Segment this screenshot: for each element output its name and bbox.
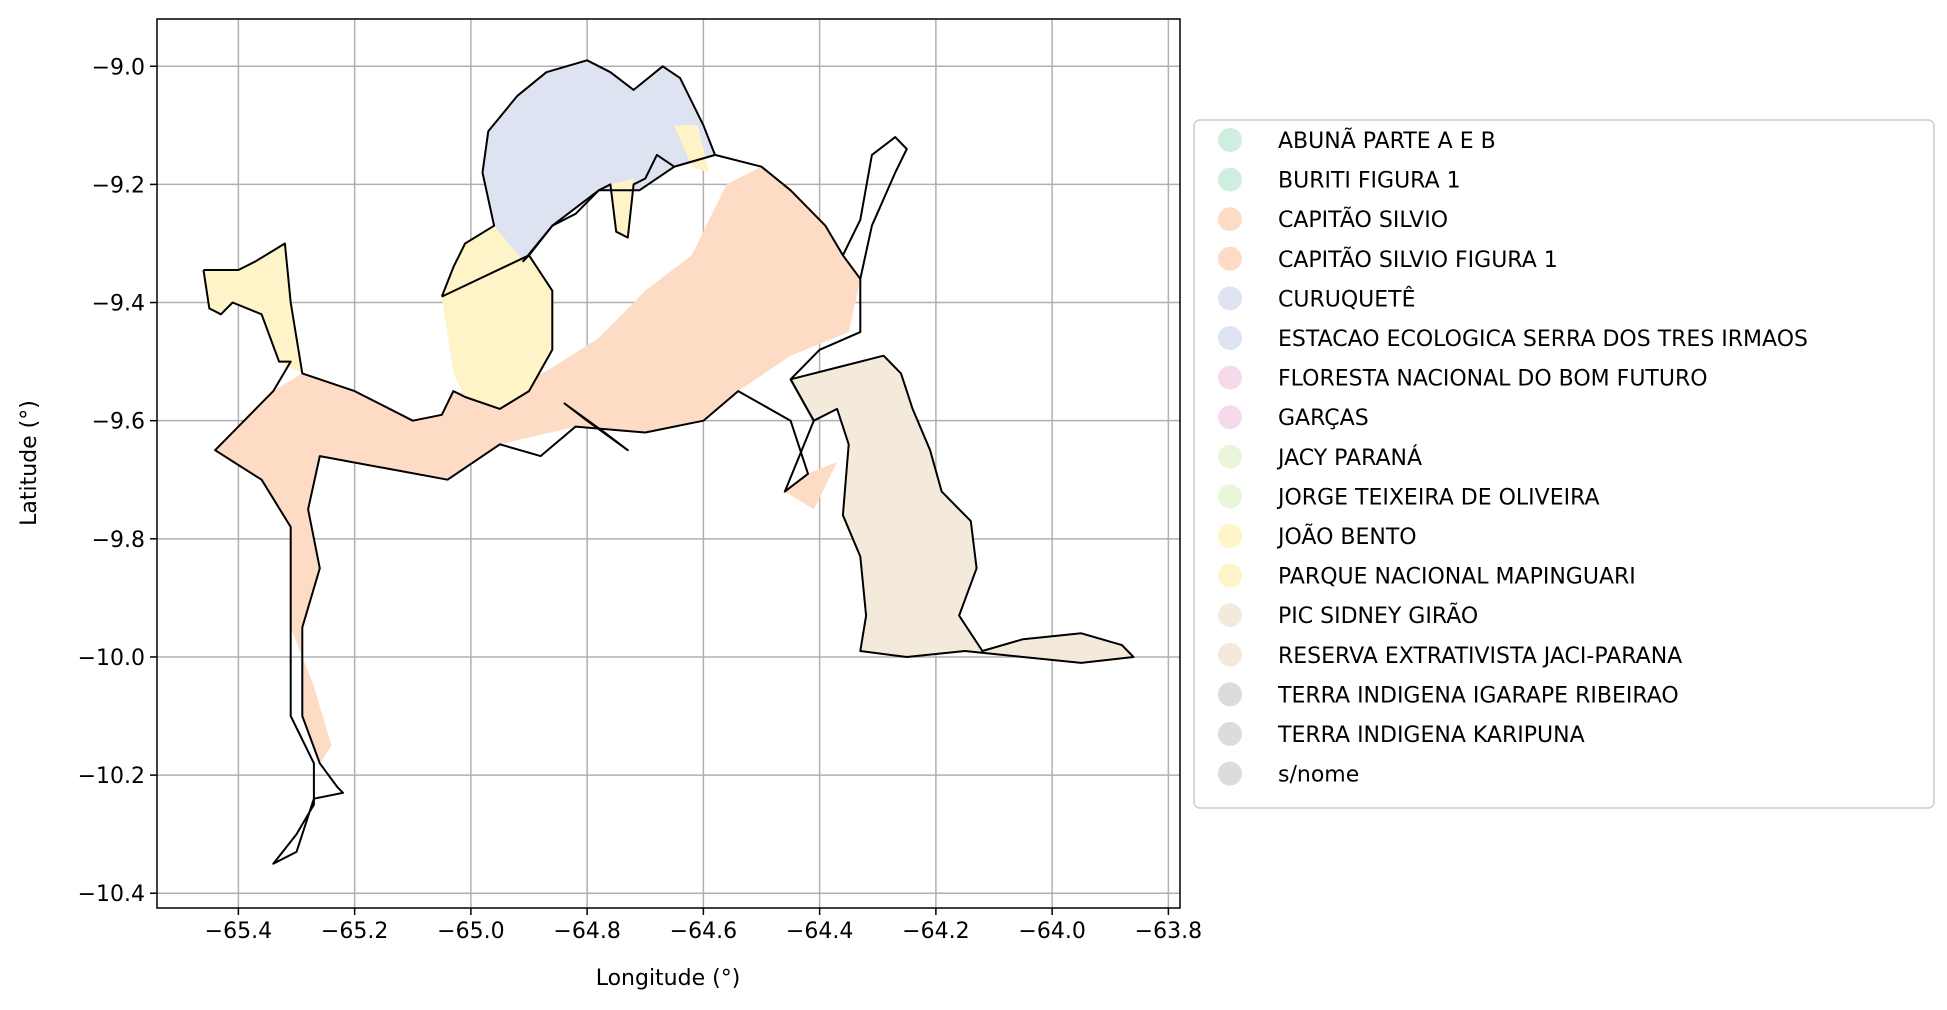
map-region-3 bbox=[441, 225, 553, 409]
legend-label-9: JORGE TEIXEIRA DE OLIVEIRA bbox=[1276, 485, 1600, 510]
map-boundary-0 bbox=[202, 153, 862, 865]
legend-label-2: CAPITÃO SILVIO bbox=[1278, 206, 1448, 233]
map-region-6 bbox=[610, 178, 634, 238]
x-axis-ticks: −65.4 −65.2 −65.0 −64.8 −64.6 −64.4 −64.2 −64.0… bbox=[205, 908, 1202, 944]
x-tick-label-6: −64.2 bbox=[902, 919, 969, 944]
legend-items: ABUNÃ PARTE A E B BURITI FIGURA 1 CAPITÃO … bbox=[1218, 127, 1808, 788]
y-tick-label-7: −10.4 bbox=[78, 882, 145, 907]
x-tick-label-2: −65.0 bbox=[437, 919, 504, 944]
map-boundary-2 bbox=[563, 402, 629, 452]
legend-label-11: PARQUE NACIONAL MAPINGUARI bbox=[1278, 565, 1636, 590]
grid-lines bbox=[157, 19, 1180, 908]
y-tick-label-2: −9.4 bbox=[92, 292, 145, 317]
legend-label-16: s/nome bbox=[1278, 763, 1359, 788]
legend-label-10: JOÃO BENTO bbox=[1276, 523, 1417, 550]
legend-marker-16 bbox=[1218, 761, 1242, 786]
legend-marker-8 bbox=[1218, 444, 1242, 469]
y-tick-label-1: −9.2 bbox=[92, 173, 145, 198]
legend-marker-1 bbox=[1218, 167, 1242, 192]
x-tick-label-8: −63.8 bbox=[1135, 919, 1202, 944]
y-tick-label-3: −9.6 bbox=[92, 410, 145, 435]
x-tick-label-3: −64.8 bbox=[553, 919, 620, 944]
map-boundary-1 bbox=[440, 59, 716, 298]
y-tick-label-0: −9.0 bbox=[92, 55, 145, 80]
y-tick-label-5: −10.0 bbox=[78, 646, 145, 671]
map-boundary-4 bbox=[842, 136, 908, 280]
x-tick-label-1: −65.2 bbox=[321, 919, 388, 944]
y-tick-label-6: −10.2 bbox=[78, 764, 145, 789]
legend-label-0: ABUNÃ PARTE A E B bbox=[1278, 127, 1496, 154]
legend-marker-6 bbox=[1218, 365, 1242, 390]
legend-marker-14 bbox=[1218, 682, 1242, 707]
legend-marker-9 bbox=[1218, 484, 1242, 509]
legend-label-3: CAPITÃO SILVIO FIGURA 1 bbox=[1278, 246, 1558, 273]
x-tick-label-7: −64.0 bbox=[1018, 919, 1085, 944]
y-tick-label-4: −9.8 bbox=[92, 528, 145, 553]
legend-marker-0 bbox=[1218, 128, 1242, 152]
legend-marker-3 bbox=[1218, 246, 1242, 271]
map-region-7 bbox=[790, 355, 1134, 663]
x-tick-label-4: −64.6 bbox=[670, 919, 737, 944]
legend-label-5: ESTACAO ECOLOGICA SERRA DOS TRES IRMAOS bbox=[1278, 327, 1808, 352]
y-axis-label: Latitude (°) bbox=[17, 400, 42, 526]
legend-frame bbox=[1193, 119, 1935, 809]
legend-marker-15 bbox=[1218, 722, 1242, 746]
legend-label-14: TERRA INDIGENA IGARAPE RIBEIRAO bbox=[1277, 683, 1679, 708]
map-boundary-3 bbox=[789, 354, 1135, 664]
legend-label-1: BURITI FIGURA 1 bbox=[1278, 169, 1461, 194]
map-region-1 bbox=[215, 166, 861, 764]
plot-frame bbox=[156, 18, 1181, 909]
legend-marker-13 bbox=[1218, 642, 1242, 667]
legend-label-7: GARÇAS bbox=[1278, 406, 1369, 431]
map-regions bbox=[203, 60, 1134, 764]
x-tick-label-5: −64.4 bbox=[786, 919, 853, 944]
legend-marker-10 bbox=[1218, 524, 1242, 548]
map-region-5 bbox=[674, 125, 710, 173]
legend-marker-7 bbox=[1218, 405, 1242, 430]
legend-label-4: CURUQUETÊ bbox=[1278, 286, 1416, 312]
map-region-2 bbox=[784, 462, 838, 510]
map-region-4 bbox=[482, 60, 715, 262]
legend-label-12: PIC SIDNEY GIRÃO bbox=[1278, 602, 1478, 629]
legend-marker-4 bbox=[1218, 286, 1242, 311]
legend-label-8: JACY PARANÁ bbox=[1276, 445, 1422, 471]
x-axis-label: Longitude (°) bbox=[596, 966, 741, 991]
legend-marker-12 bbox=[1218, 603, 1242, 628]
legend: ABUNÃ PARTE A E B BURITI FIGURA 1 CAPITÃO … bbox=[1193, 119, 1935, 809]
map-region-0 bbox=[203, 243, 303, 374]
x-tick-label-0: −65.4 bbox=[205, 919, 272, 944]
legend-marker-11 bbox=[1218, 563, 1242, 588]
legend-label-13: RESERVA EXTRATIVISTA JACI-PARANA bbox=[1278, 644, 1682, 669]
legend-label-6: FLORESTA NACIONAL DO BOM FUTURO bbox=[1278, 367, 1708, 392]
legend-label-15: TERRA INDIGENA KARIPUNA bbox=[1277, 723, 1585, 748]
legend-marker-2 bbox=[1218, 207, 1242, 232]
map-outlines bbox=[202, 59, 1135, 865]
y-axis-ticks: −9.0 −9.2 −9.4 −9.6 −9.8 −10.0 −10.2 −10.4 bbox=[78, 55, 157, 907]
legend-marker-5 bbox=[1218, 326, 1242, 350]
